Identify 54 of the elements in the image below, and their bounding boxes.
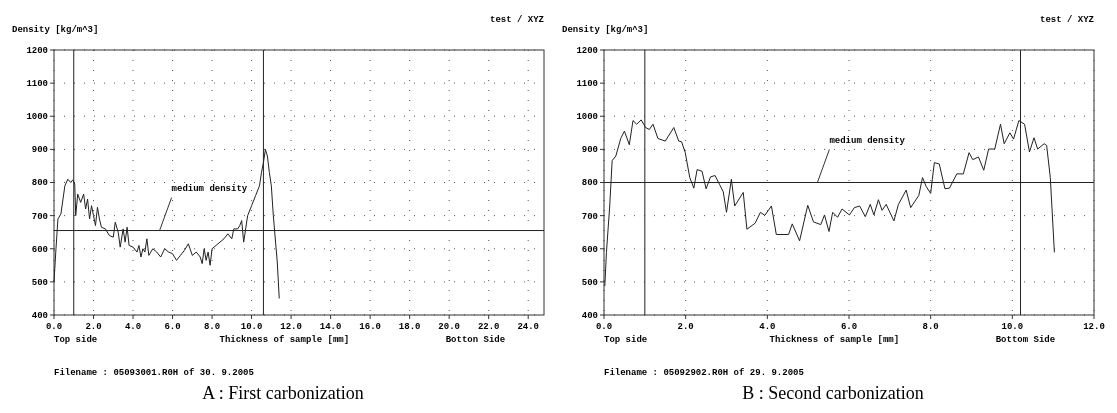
y-tick-label: 400 [31, 310, 48, 321]
text: Botton Side [445, 335, 506, 345]
x-tick-label: 6.0 [164, 322, 181, 332]
y-tick-label: 600 [581, 244, 598, 255]
y-tick-label: 1000 [26, 112, 48, 123]
x-tick-label: 0.0 [45, 322, 63, 332]
y-tick-label: 800 [581, 178, 598, 189]
y-axis-title: Density [kg/m^3] [12, 25, 99, 35]
y-tick-label: 900 [581, 145, 598, 156]
text: test / XYZ [489, 15, 544, 25]
x-tick-label: 2.0 [85, 322, 102, 332]
ref-line-label: medium density [829, 135, 906, 146]
y-tick-label: 1100 [576, 79, 598, 90]
x-tick-label: 16.0 [359, 322, 381, 332]
x-tick-label: 10.0 [240, 322, 263, 332]
y-axis-title: Density [kg/m^3] [562, 25, 649, 35]
x-tick-label: 8.0 [922, 322, 939, 332]
y-tick-label: 400 [581, 310, 598, 321]
text: Top side [604, 335, 648, 345]
x-tick-label: 0.0 [595, 322, 613, 332]
text: A : First carbonization [202, 383, 364, 403]
x-axis-title: Thickness of sample [mm] [219, 335, 350, 345]
x-tick-label: 24.0 [517, 322, 539, 332]
x-tick-label: 20.0 [438, 322, 460, 332]
y-tick-label: 1200 [26, 45, 48, 56]
text: Bottom Side [995, 335, 1056, 345]
y-tick-label: 700 [31, 211, 48, 222]
y-tick-label: 700 [581, 211, 598, 222]
ref-line-label: medium density [171, 183, 248, 194]
x-tick-label: 8.0 [203, 322, 221, 332]
y-tick-label: 600 [31, 244, 48, 255]
x-tick-label: 10.0 [1001, 322, 1024, 332]
text: B : Second carbonization [742, 383, 924, 403]
y-tick-label: 500 [31, 277, 48, 288]
y-tick-label: 1200 [576, 45, 598, 56]
x-tick-label: 2.0 [677, 322, 694, 332]
x-tick-label: 22.0 [477, 322, 500, 332]
y-tick-label: 500 [581, 277, 598, 288]
y-tick-label: 1100 [26, 79, 48, 90]
y-tick-label: 1000 [576, 112, 598, 123]
x-tick-label: 14.0 [319, 322, 342, 332]
x-tick-label: 4.0 [759, 322, 776, 332]
text: Filename : 05092902.R0H of 29. 9.2005 [604, 368, 804, 378]
x-tick-label: 12.0 [280, 322, 302, 332]
text: Filename : 05093001.R0H of 30. 9.2005 [54, 368, 254, 378]
x-tick-label: 6.0 [840, 322, 858, 332]
y-tick-label: 800 [31, 178, 48, 189]
text: Top side [54, 335, 98, 345]
x-axis-title: Thickness of sample [mm] [769, 335, 900, 345]
x-tick-label: 18.0 [398, 322, 421, 332]
y-tick-label: 900 [31, 145, 48, 156]
x-tick-label: 12.0 [1083, 322, 1105, 332]
text: test / XYZ [1039, 15, 1094, 25]
x-tick-label: 4.0 [124, 322, 142, 332]
